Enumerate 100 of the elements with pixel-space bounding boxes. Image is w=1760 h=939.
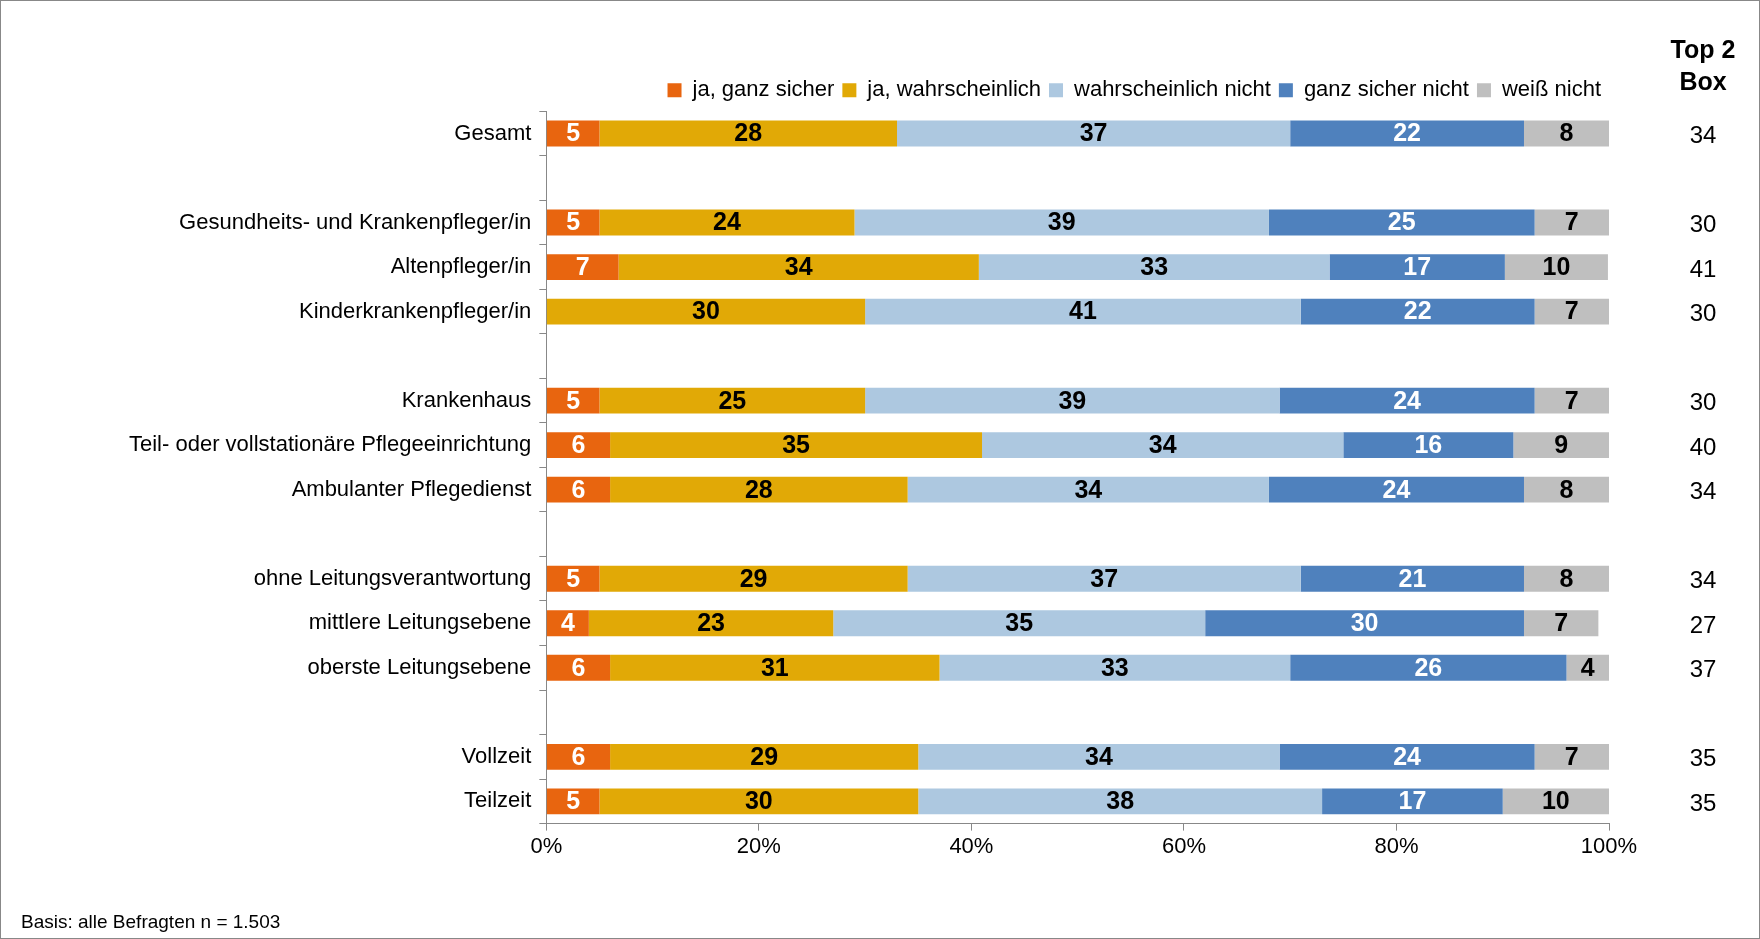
text: Basis: alle Befragten n = 1.503 (21, 911, 281, 932)
bar (1279, 387, 1535, 414)
bar (546, 298, 866, 325)
bar (610, 432, 983, 459)
data-label: 26 (1414, 652, 1443, 681)
data-label: 24 (713, 207, 741, 236)
bar (1534, 298, 1609, 325)
data-label: 5 (566, 786, 581, 815)
x-tick-label: 80% (1374, 832, 1419, 858)
legend-label: ganz sicher nicht (1303, 76, 1469, 102)
data-label: 41 (1069, 296, 1097, 325)
y-tick-label: Ambulanter Pflegedienst (291, 475, 532, 501)
data-label: 17 (1403, 251, 1432, 280)
bar (599, 387, 866, 414)
text: 35 (1689, 744, 1717, 772)
bar (1300, 298, 1535, 325)
bar (854, 209, 1269, 236)
y-tick-label: Teil- oder vollstationäre Pflegeeinrichtung (128, 431, 532, 457)
y-tick-label: Altenpfleger/in (390, 253, 532, 279)
data-label: 24 (1393, 385, 1422, 414)
data-label: 33 (1140, 251, 1169, 280)
bar (1329, 254, 1505, 280)
bar (1523, 476, 1609, 503)
bar (1534, 743, 1609, 770)
text: 30 (1689, 210, 1717, 238)
y-tick-label: Krankenhaus (401, 386, 532, 412)
data-label: 24 (1393, 741, 1422, 770)
data-label: 28 (734, 118, 763, 147)
bar (897, 120, 1291, 147)
bar (1279, 743, 1535, 770)
bar (833, 610, 1206, 637)
bar (918, 788, 1323, 815)
bar (610, 743, 919, 770)
data-label: 35 (782, 430, 811, 459)
data-label: 30 (744, 786, 773, 815)
bar (546, 254, 619, 280)
legend-label: weiß nicht (1500, 76, 1602, 102)
data-label: 25 (1387, 207, 1416, 236)
bar (907, 476, 1269, 503)
bar (865, 387, 1280, 414)
x-tick-label: 0% (530, 832, 563, 858)
data-label: 7 (1564, 296, 1579, 325)
text: 37 (1689, 655, 1717, 683)
y-tick-label: Kinderkrankenpfleger/in (298, 297, 532, 323)
y-tick-label: ohne Leitungsverantwortung (253, 564, 532, 590)
y-tick-label: Gesamt (454, 119, 532, 145)
data-label: 23 (697, 608, 725, 637)
data-label: 8 (1559, 474, 1574, 503)
bar (1300, 565, 1524, 592)
data-label: 34 (1148, 430, 1177, 459)
bar (1343, 432, 1514, 459)
data-label: 30 (692, 296, 720, 325)
text: 30 (1689, 299, 1717, 327)
x-tick-label: 60% (1161, 832, 1206, 858)
data-label: 9 (1554, 430, 1569, 459)
text: Top 2 Box (1670, 34, 1736, 95)
x-tick-label: 20% (736, 832, 781, 858)
bar (907, 565, 1301, 592)
bar (1268, 476, 1524, 503)
data-label: 34 (1085, 741, 1113, 770)
bar (1205, 610, 1524, 637)
data-label: 28 (744, 474, 773, 503)
legend-label: wahrscheinlich nicht (1073, 76, 1271, 102)
data-label: 6 (571, 430, 586, 459)
data-label: 6 (571, 474, 586, 503)
text: 30 (1689, 388, 1717, 416)
data-label: 7 (1564, 741, 1579, 770)
data-label: 22 (1403, 296, 1432, 325)
data-label: 25 (718, 385, 747, 414)
text: 34 (1689, 121, 1717, 149)
text: 27 (1689, 610, 1717, 638)
bar (1513, 432, 1609, 459)
y-tick-label: Teilzeit (464, 787, 532, 813)
data-label: 5 (566, 118, 581, 147)
data-label: 7 (1564, 385, 1579, 414)
bar (1502, 788, 1609, 815)
bar (599, 209, 855, 236)
data-label: 4 (1580, 652, 1595, 681)
data-label: 29 (739, 563, 768, 592)
y-tick-label: oberste Leitungsebene (307, 653, 532, 679)
data-label: 21 (1398, 563, 1427, 592)
bar (1268, 209, 1535, 236)
bar (610, 654, 940, 681)
legend-label: ja, wahrscheinlich (866, 76, 1042, 102)
bar (1290, 654, 1567, 681)
bar (865, 298, 1301, 325)
y-tick-label: Vollzeit (461, 742, 532, 768)
y-tick-label: Gesundheits- und Krankenpfleger/in (179, 208, 532, 234)
bar (1322, 788, 1503, 815)
bar (1523, 565, 1609, 592)
data-label: 16 (1414, 430, 1443, 459)
bar (1290, 120, 1524, 147)
data-label: 10 (1542, 251, 1571, 280)
bar (982, 432, 1344, 459)
bar (599, 120, 898, 147)
data-label: 5 (566, 207, 581, 236)
bar (1523, 610, 1599, 637)
data-label: 5 (566, 563, 581, 592)
data-label: 34 (1074, 474, 1103, 503)
data-label: 8 (1559, 118, 1574, 147)
